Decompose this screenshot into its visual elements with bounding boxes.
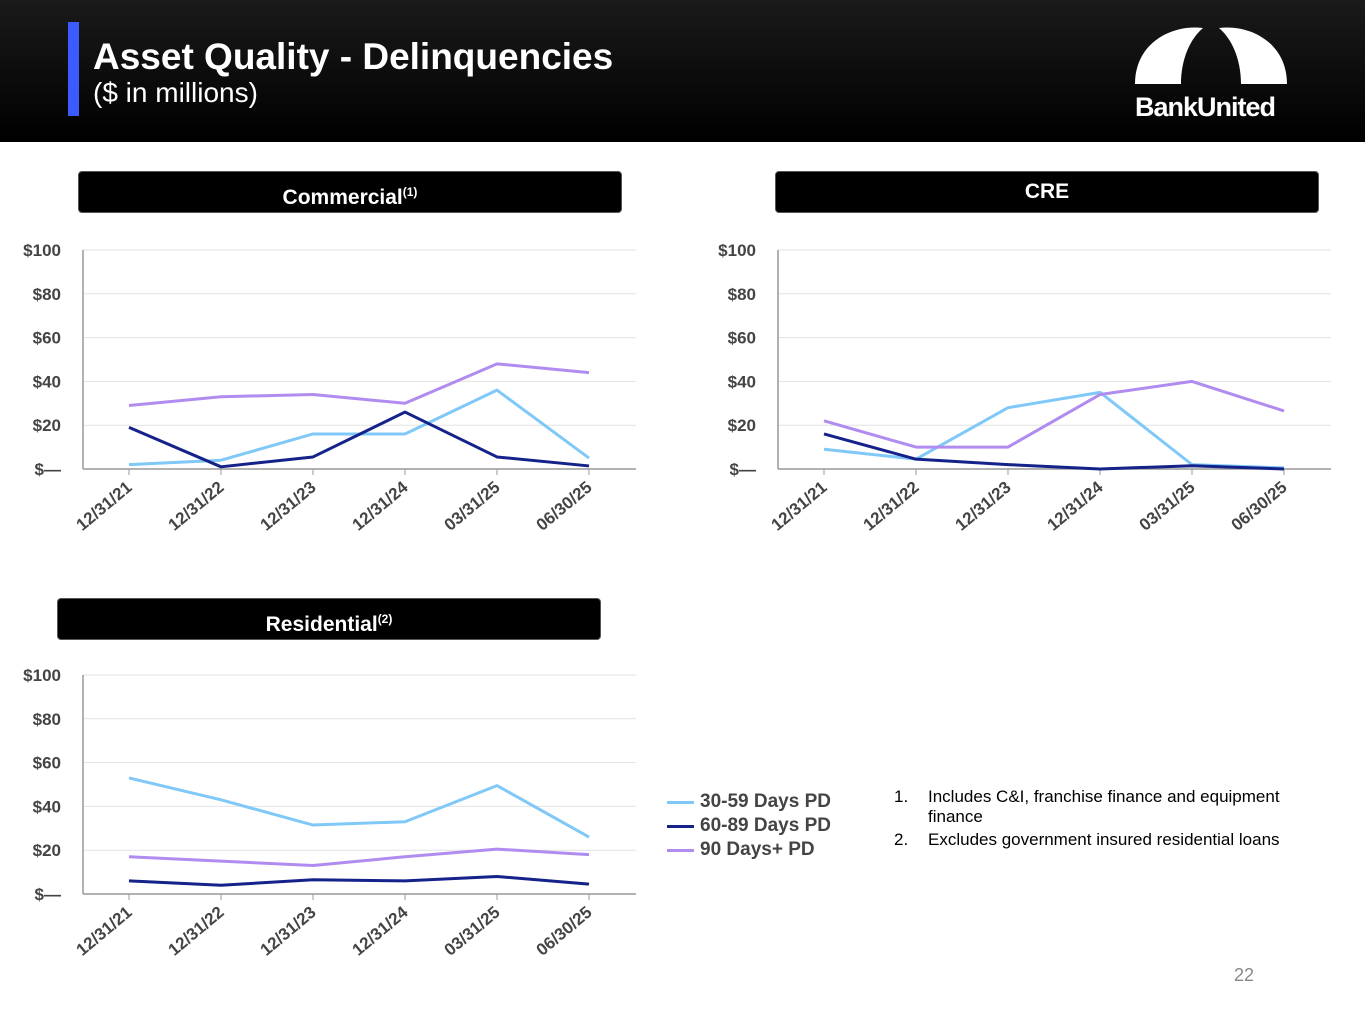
footnote-text: Includes C&I, franchise finance and equi… [928,787,1280,826]
y-tick-label: $— [730,460,756,479]
page-number: 22 [1234,965,1255,985]
x-tick-label: 06/30/25 [533,478,596,535]
series-line-30-59 [823,390,1285,470]
x-tick-label: 03/31/25 [441,903,504,960]
y-tick-label: $100 [23,666,61,685]
series-line-90+ [823,379,1285,449]
footnote: 2. Excludes government insured residentia… [894,830,1334,850]
x-tick-label: 06/30/25 [533,903,596,960]
x-tick-label: 12/31/22 [165,478,228,535]
residential-chart-title: Residential(2) [57,598,601,640]
x-tick-label: 12/31/22 [165,903,228,960]
chart-commercial: $— $20 $40 $60 $80 $100 12/31/21 12/31/22 12/31/… [23,241,636,535]
x-tick-label: 12/31/24 [1044,477,1107,534]
legend-item: 90 Days+ PD [667,838,831,862]
series-line-90+ [128,847,590,868]
x-tick-label: 12/31/23 [952,478,1015,535]
x-tick-label: 12/31/24 [349,902,412,959]
legend-swatch [667,848,694,852]
series-line-60-89 [128,410,590,469]
chart-title-text: Commercial [282,186,403,209]
legend: 30-59 Days PD 60-89 Days PD 90 Days+ PD [667,790,831,862]
y-tick-label: $20 [33,416,61,435]
legend-item: 30-59 Days PD [667,790,831,814]
legend-swatch [667,824,694,828]
footnote-text: Excludes government insured residential … [928,830,1280,849]
footnote-number: 1. [894,787,909,806]
chart-residential: $— $20 $40 $60 $80 $100 12/31/21 12/31/22 12/31/… [23,666,636,960]
y-tick-label: $80 [33,710,61,729]
legend-item: 60-89 Days PD [667,814,831,838]
page-subtitle: ($ in millions) [93,77,258,108]
y-tick-label: $40 [728,372,756,391]
header: Asset Quality - Delinquencies ($ in mill… [0,0,1365,142]
footnote-ref: (1) [402,185,418,199]
x-tick-label: 12/31/21 [73,478,136,535]
x-tick-label: 12/31/23 [257,903,320,960]
x-tick-label: 12/31/21 [73,903,136,960]
y-tick-label: $40 [33,797,61,816]
legend-label: 90 Days+ PD [700,839,815,860]
chart-cre: $— $20 $40 $60 $80 $100 12/31/21 12/31/22 12/31/… [718,241,1331,535]
series-line-90+ [128,362,590,407]
y-tick-label: $— [35,885,61,904]
series-line-30-59 [128,388,590,467]
x-tick-label: 03/31/25 [441,478,504,535]
x-tick-label: 12/31/24 [349,477,412,534]
footnotes: 1. Includes C&I, franchise finance and eq… [894,787,1334,853]
accent-bar [68,22,79,116]
footnote-ref: (2) [377,612,393,626]
chart-title-text: CRE [1024,180,1070,203]
legend-swatch [667,800,694,804]
y-tick-label: $40 [33,372,61,391]
footnote: 1. Includes C&I, franchise finance and eq… [894,787,1334,827]
legend-label: 30-59 Days PD [700,791,831,812]
y-tick-label: $60 [33,329,61,348]
y-tick-label: $80 [33,285,61,304]
x-tick-label: 06/30/25 [1228,478,1291,535]
chart-title-text: Residential [265,613,378,636]
x-tick-label: 12/31/23 [257,478,320,535]
cre-chart-title: CRE [775,171,1319,213]
legend-label: 60-89 Days PD [700,815,831,836]
series-line-60-89 [823,432,1285,471]
x-tick-label: 12/31/21 [768,478,831,535]
footnote-number: 2. [894,830,909,849]
y-tick-label: $— [35,460,61,479]
y-tick-label: $100 [23,241,61,260]
page-title: Asset Quality - Delinquencies [93,36,614,77]
logo-text: BankUnited [1135,92,1276,122]
y-tick-label: $60 [728,329,756,348]
bankunited-logo [1135,27,1287,84]
y-tick-label: $80 [728,285,756,304]
y-tick-label: $60 [33,754,61,773]
y-tick-label: $20 [728,416,756,435]
x-tick-label: 03/31/25 [1136,478,1199,535]
series-line-60-89 [128,874,590,887]
series-line-30-59 [128,776,590,839]
x-tick-label: 12/31/22 [860,478,923,535]
commercial-chart-title: Commercial(1) [78,171,622,213]
y-tick-label: $100 [718,241,756,260]
y-tick-label: $20 [33,841,61,860]
